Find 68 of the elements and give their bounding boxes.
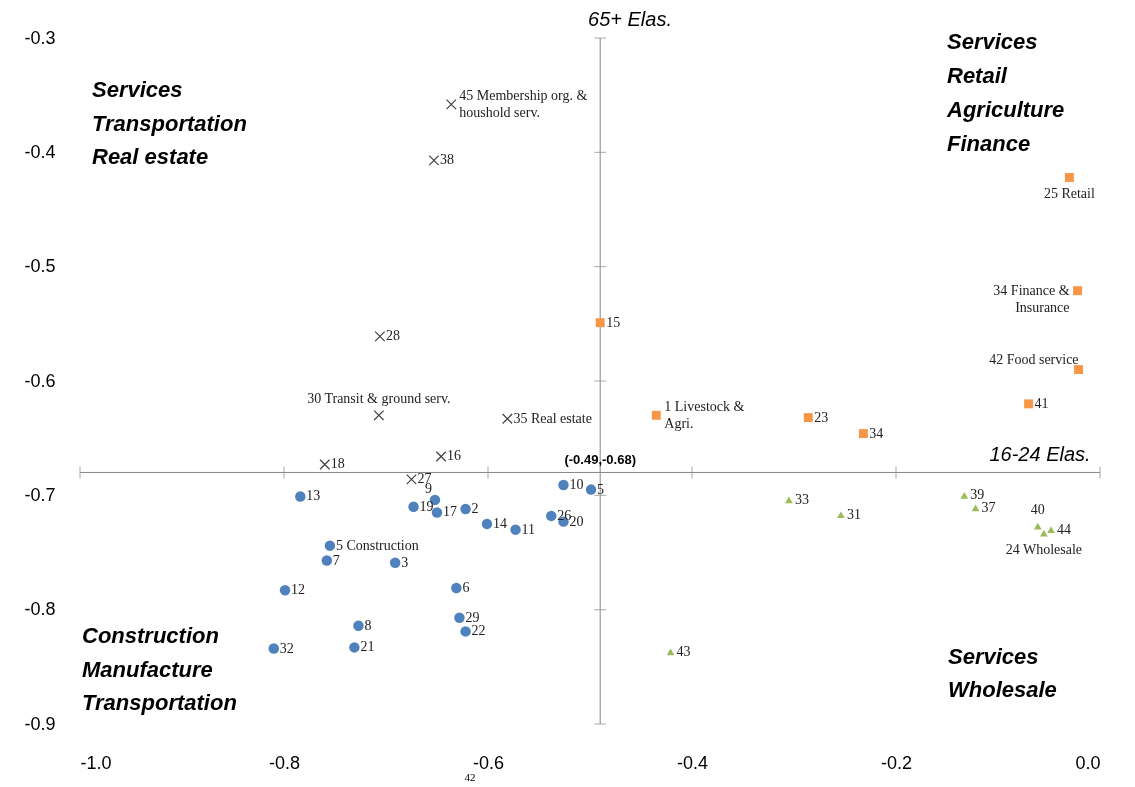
annotation: 34 <box>869 425 884 441</box>
annotation: 38 <box>439 152 454 168</box>
annotation: 5 <box>597 481 605 497</box>
annotation: 23 <box>814 409 829 425</box>
annotation: Services <box>948 644 1039 669</box>
annotation: 14 <box>492 515 507 531</box>
annotation: Agriculture <box>946 97 1065 122</box>
annotation: 8 <box>364 617 372 633</box>
annotation: 25 Retail <box>1043 186 1095 202</box>
annotation: 1 Livestock & Agri. <box>664 399 745 432</box>
annotation: 6 <box>462 579 470 595</box>
annotation: Wholesale <box>948 677 1057 702</box>
x-tick-label: 0.0 <box>1075 752 1101 773</box>
annotation: Services <box>947 29 1038 54</box>
annotation: Construction <box>82 623 219 648</box>
annotation: 2 <box>471 501 479 517</box>
x-tick-label: -0.4 <box>676 752 709 773</box>
annotation: 13 <box>306 488 321 504</box>
y-tick-label: -0.9 <box>24 713 56 734</box>
annotation: 3 <box>401 554 409 570</box>
annotation: 35 Real estate <box>513 410 592 426</box>
annotation: 19 <box>419 498 434 514</box>
annotation: Real estate <box>92 144 209 169</box>
annotation: 34 Finance & Insurance <box>993 282 1070 315</box>
annotation: Transportation <box>82 690 237 715</box>
y-tick-label: -0.4 <box>24 141 56 162</box>
annotation: 31 <box>846 506 861 522</box>
annotation: 32 <box>279 640 294 656</box>
annotation: 29 <box>465 609 480 625</box>
annotation: 7 <box>332 552 340 568</box>
y-tick-label: -0.6 <box>24 370 56 391</box>
annotation: Transportation <box>92 111 247 136</box>
annotation: 42 Food service <box>989 351 1079 367</box>
x-tick-label: -0.2 <box>880 752 913 773</box>
annotation: 18 <box>330 456 345 472</box>
annotation: (-0.49,-0.68) <box>564 452 636 468</box>
annotation: 11 <box>521 521 536 537</box>
y-tick-label: -0.7 <box>24 484 56 505</box>
annotation: Finance <box>947 131 1031 156</box>
annotation: 5 Construction <box>335 537 419 553</box>
annotation: 24 Wholesale <box>1005 542 1083 558</box>
y-tick-label: -0.8 <box>24 599 56 620</box>
annotation: Manufacture <box>82 657 213 682</box>
annotation: 45 Membership org. & houshold serv. <box>459 88 588 121</box>
annotation: 16 <box>447 448 462 464</box>
x-tick-label: -0.8 <box>268 752 301 773</box>
annotation: 12 <box>291 582 306 598</box>
annotation: 15 <box>606 314 621 330</box>
y-axis-title: 65+ Elas. <box>588 8 672 30</box>
annotation: 41 <box>1034 395 1049 411</box>
x-tick-label: -0.6 <box>472 752 505 773</box>
annotation: 33 <box>794 491 809 507</box>
x-axis-title: 16-24 Elas. <box>989 443 1091 465</box>
y-tick-label: -0.5 <box>24 256 56 277</box>
annotation: 44 <box>1057 521 1072 537</box>
annotation: 21 <box>360 639 375 655</box>
annotation: 43 <box>676 643 691 659</box>
annotation: Retail <box>947 63 1008 88</box>
annotation: 40 <box>1030 502 1045 518</box>
annotation: 17 <box>443 504 457 520</box>
annotation: 10 <box>569 477 584 493</box>
annotation: Services <box>92 77 183 102</box>
annotation: 22 <box>471 623 486 639</box>
annotation: 30 Transit & ground serv. <box>307 391 451 407</box>
annotation: 28 <box>385 328 400 344</box>
text: 42 <box>464 771 476 783</box>
y-tick-label: -0.3 <box>24 27 56 48</box>
x-tick-label: -1.0 <box>80 752 112 773</box>
